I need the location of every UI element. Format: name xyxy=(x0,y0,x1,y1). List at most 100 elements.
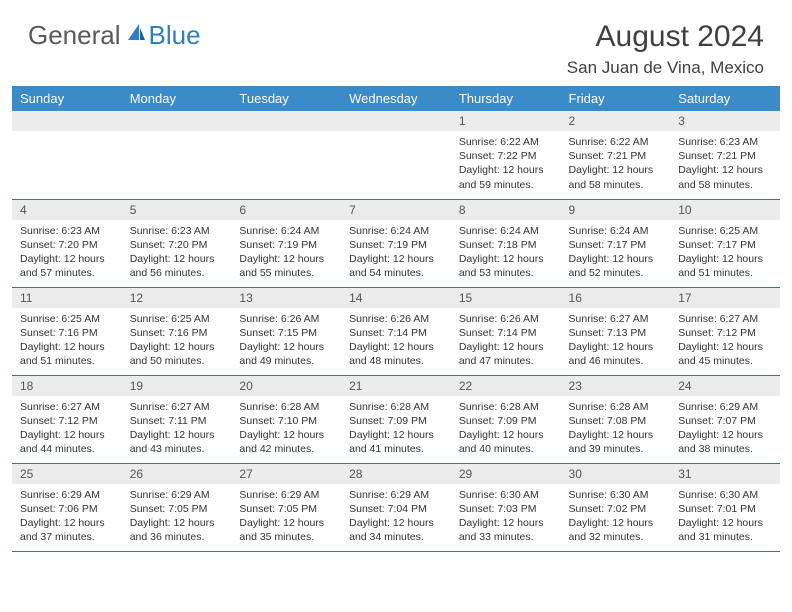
sunset-line: Sunset: 7:22 PM xyxy=(459,149,553,163)
brand-logo: General Blue xyxy=(28,20,201,51)
daylight-line: Daylight: 12 hours xyxy=(130,428,224,442)
daylight-line: and 53 minutes. xyxy=(459,266,553,280)
sunrise-line: Sunrise: 6:24 AM xyxy=(239,224,333,238)
day-details: Sunrise: 6:27 AMSunset: 7:12 PMDaylight:… xyxy=(12,396,122,461)
sunset-line: Sunset: 7:10 PM xyxy=(239,414,333,428)
day-details: Sunrise: 6:29 AMSunset: 7:04 PMDaylight:… xyxy=(341,484,451,549)
title-block: August 2024 San Juan de Vina, Mexico xyxy=(567,20,764,78)
sunrise-line: Sunrise: 6:27 AM xyxy=(20,400,114,414)
sunset-line: Sunset: 7:17 PM xyxy=(678,238,772,252)
weekday-header: Thursday xyxy=(451,86,561,111)
weekday-header: Friday xyxy=(561,86,671,111)
daylight-line: Daylight: 12 hours xyxy=(678,516,772,530)
sunset-line: Sunset: 7:13 PM xyxy=(569,326,663,340)
daylight-line: Daylight: 12 hours xyxy=(20,516,114,530)
day-details: Sunrise: 6:25 AMSunset: 7:16 PMDaylight:… xyxy=(122,308,232,373)
daylight-line: and 58 minutes. xyxy=(569,178,663,192)
sunrise-line: Sunrise: 6:28 AM xyxy=(349,400,443,414)
sunset-line: Sunset: 7:06 PM xyxy=(20,502,114,516)
calendar-day-cell xyxy=(231,111,341,199)
day-number: 2 xyxy=(561,111,671,131)
day-number: 19 xyxy=(122,376,232,396)
day-number: 30 xyxy=(561,464,671,484)
calendar-day-cell: 11Sunrise: 6:25 AMSunset: 7:16 PMDayligh… xyxy=(12,287,122,375)
daylight-line: and 39 minutes. xyxy=(569,442,663,456)
sunset-line: Sunset: 7:20 PM xyxy=(130,238,224,252)
calendar-week-row: 4Sunrise: 6:23 AMSunset: 7:20 PMDaylight… xyxy=(12,199,780,287)
daylight-line: and 52 minutes. xyxy=(569,266,663,280)
calendar-day-cell: 1Sunrise: 6:22 AMSunset: 7:22 PMDaylight… xyxy=(451,111,561,199)
calendar-day-cell: 30Sunrise: 6:30 AMSunset: 7:02 PMDayligh… xyxy=(561,463,671,551)
day-number: 11 xyxy=(12,288,122,308)
daylight-line: and 51 minutes. xyxy=(20,354,114,368)
calendar-day-cell: 13Sunrise: 6:26 AMSunset: 7:15 PMDayligh… xyxy=(231,287,341,375)
day-details: Sunrise: 6:23 AMSunset: 7:20 PMDaylight:… xyxy=(122,220,232,285)
daylight-line: Daylight: 12 hours xyxy=(569,516,663,530)
sunrise-line: Sunrise: 6:27 AM xyxy=(678,312,772,326)
day-number: 10 xyxy=(670,200,780,220)
daylight-line: and 57 minutes. xyxy=(20,266,114,280)
sunset-line: Sunset: 7:14 PM xyxy=(459,326,553,340)
day-number: 29 xyxy=(451,464,561,484)
daylight-line: Daylight: 12 hours xyxy=(678,163,772,177)
day-number: 27 xyxy=(231,464,341,484)
calendar-day-cell: 7Sunrise: 6:24 AMSunset: 7:19 PMDaylight… xyxy=(341,199,451,287)
daylight-line: Daylight: 12 hours xyxy=(569,252,663,266)
day-details: Sunrise: 6:28 AMSunset: 7:09 PMDaylight:… xyxy=(341,396,451,461)
day-details: Sunrise: 6:27 AMSunset: 7:13 PMDaylight:… xyxy=(561,308,671,373)
daylight-line: Daylight: 12 hours xyxy=(349,428,443,442)
calendar-day-cell: 24Sunrise: 6:29 AMSunset: 7:07 PMDayligh… xyxy=(670,375,780,463)
day-number: 14 xyxy=(341,288,451,308)
daylight-line: Daylight: 12 hours xyxy=(349,252,443,266)
sunrise-line: Sunrise: 6:30 AM xyxy=(459,488,553,502)
sunrise-line: Sunrise: 6:29 AM xyxy=(130,488,224,502)
sunrise-line: Sunrise: 6:23 AM xyxy=(678,135,772,149)
day-details: Sunrise: 6:28 AMSunset: 7:10 PMDaylight:… xyxy=(231,396,341,461)
calendar-day-cell: 12Sunrise: 6:25 AMSunset: 7:16 PMDayligh… xyxy=(122,287,232,375)
sunset-line: Sunset: 7:05 PM xyxy=(239,502,333,516)
daylight-line: Daylight: 12 hours xyxy=(569,163,663,177)
day-number: 1 xyxy=(451,111,561,131)
calendar-container: Sunday Monday Tuesday Wednesday Thursday… xyxy=(0,86,792,552)
daylight-line: Daylight: 12 hours xyxy=(130,340,224,354)
calendar-day-cell: 14Sunrise: 6:26 AMSunset: 7:14 PMDayligh… xyxy=(341,287,451,375)
sunrise-line: Sunrise: 6:26 AM xyxy=(459,312,553,326)
daylight-line: Daylight: 12 hours xyxy=(130,516,224,530)
day-details: Sunrise: 6:22 AMSunset: 7:21 PMDaylight:… xyxy=(561,131,671,196)
calendar-table: Sunday Monday Tuesday Wednesday Thursday… xyxy=(12,86,780,552)
daylight-line: and 49 minutes. xyxy=(239,354,333,368)
daylight-line: and 45 minutes. xyxy=(678,354,772,368)
daylight-line: and 42 minutes. xyxy=(239,442,333,456)
weekday-header: Sunday xyxy=(12,86,122,111)
sunset-line: Sunset: 7:09 PM xyxy=(349,414,443,428)
sunset-line: Sunset: 7:14 PM xyxy=(349,326,443,340)
calendar-day-cell: 31Sunrise: 6:30 AMSunset: 7:01 PMDayligh… xyxy=(670,463,780,551)
daylight-line: Daylight: 12 hours xyxy=(20,252,114,266)
sunrise-line: Sunrise: 6:30 AM xyxy=(678,488,772,502)
calendar-day-cell xyxy=(122,111,232,199)
day-number: 9 xyxy=(561,200,671,220)
day-number: 13 xyxy=(231,288,341,308)
day-details: Sunrise: 6:24 AMSunset: 7:19 PMDaylight:… xyxy=(231,220,341,285)
daylight-line: and 32 minutes. xyxy=(569,530,663,544)
daylight-line: Daylight: 12 hours xyxy=(678,428,772,442)
calendar-day-cell: 4Sunrise: 6:23 AMSunset: 7:20 PMDaylight… xyxy=(12,199,122,287)
sunset-line: Sunset: 7:02 PM xyxy=(569,502,663,516)
day-number: 7 xyxy=(341,200,451,220)
sunset-line: Sunset: 7:05 PM xyxy=(130,502,224,516)
daylight-line: Daylight: 12 hours xyxy=(678,340,772,354)
sunset-line: Sunset: 7:19 PM xyxy=(349,238,443,252)
sunset-line: Sunset: 7:21 PM xyxy=(569,149,663,163)
day-details: Sunrise: 6:24 AMSunset: 7:17 PMDaylight:… xyxy=(561,220,671,285)
day-number: 12 xyxy=(122,288,232,308)
sail-icon xyxy=(125,22,147,49)
day-details: Sunrise: 6:28 AMSunset: 7:08 PMDaylight:… xyxy=(561,396,671,461)
daylight-line: and 31 minutes. xyxy=(678,530,772,544)
sunrise-line: Sunrise: 6:23 AM xyxy=(130,224,224,238)
day-details: Sunrise: 6:30 AMSunset: 7:03 PMDaylight:… xyxy=(451,484,561,549)
day-number: 24 xyxy=(670,376,780,396)
day-details: Sunrise: 6:22 AMSunset: 7:22 PMDaylight:… xyxy=(451,131,561,196)
calendar-day-cell: 29Sunrise: 6:30 AMSunset: 7:03 PMDayligh… xyxy=(451,463,561,551)
daylight-line: and 38 minutes. xyxy=(678,442,772,456)
day-number: 26 xyxy=(122,464,232,484)
